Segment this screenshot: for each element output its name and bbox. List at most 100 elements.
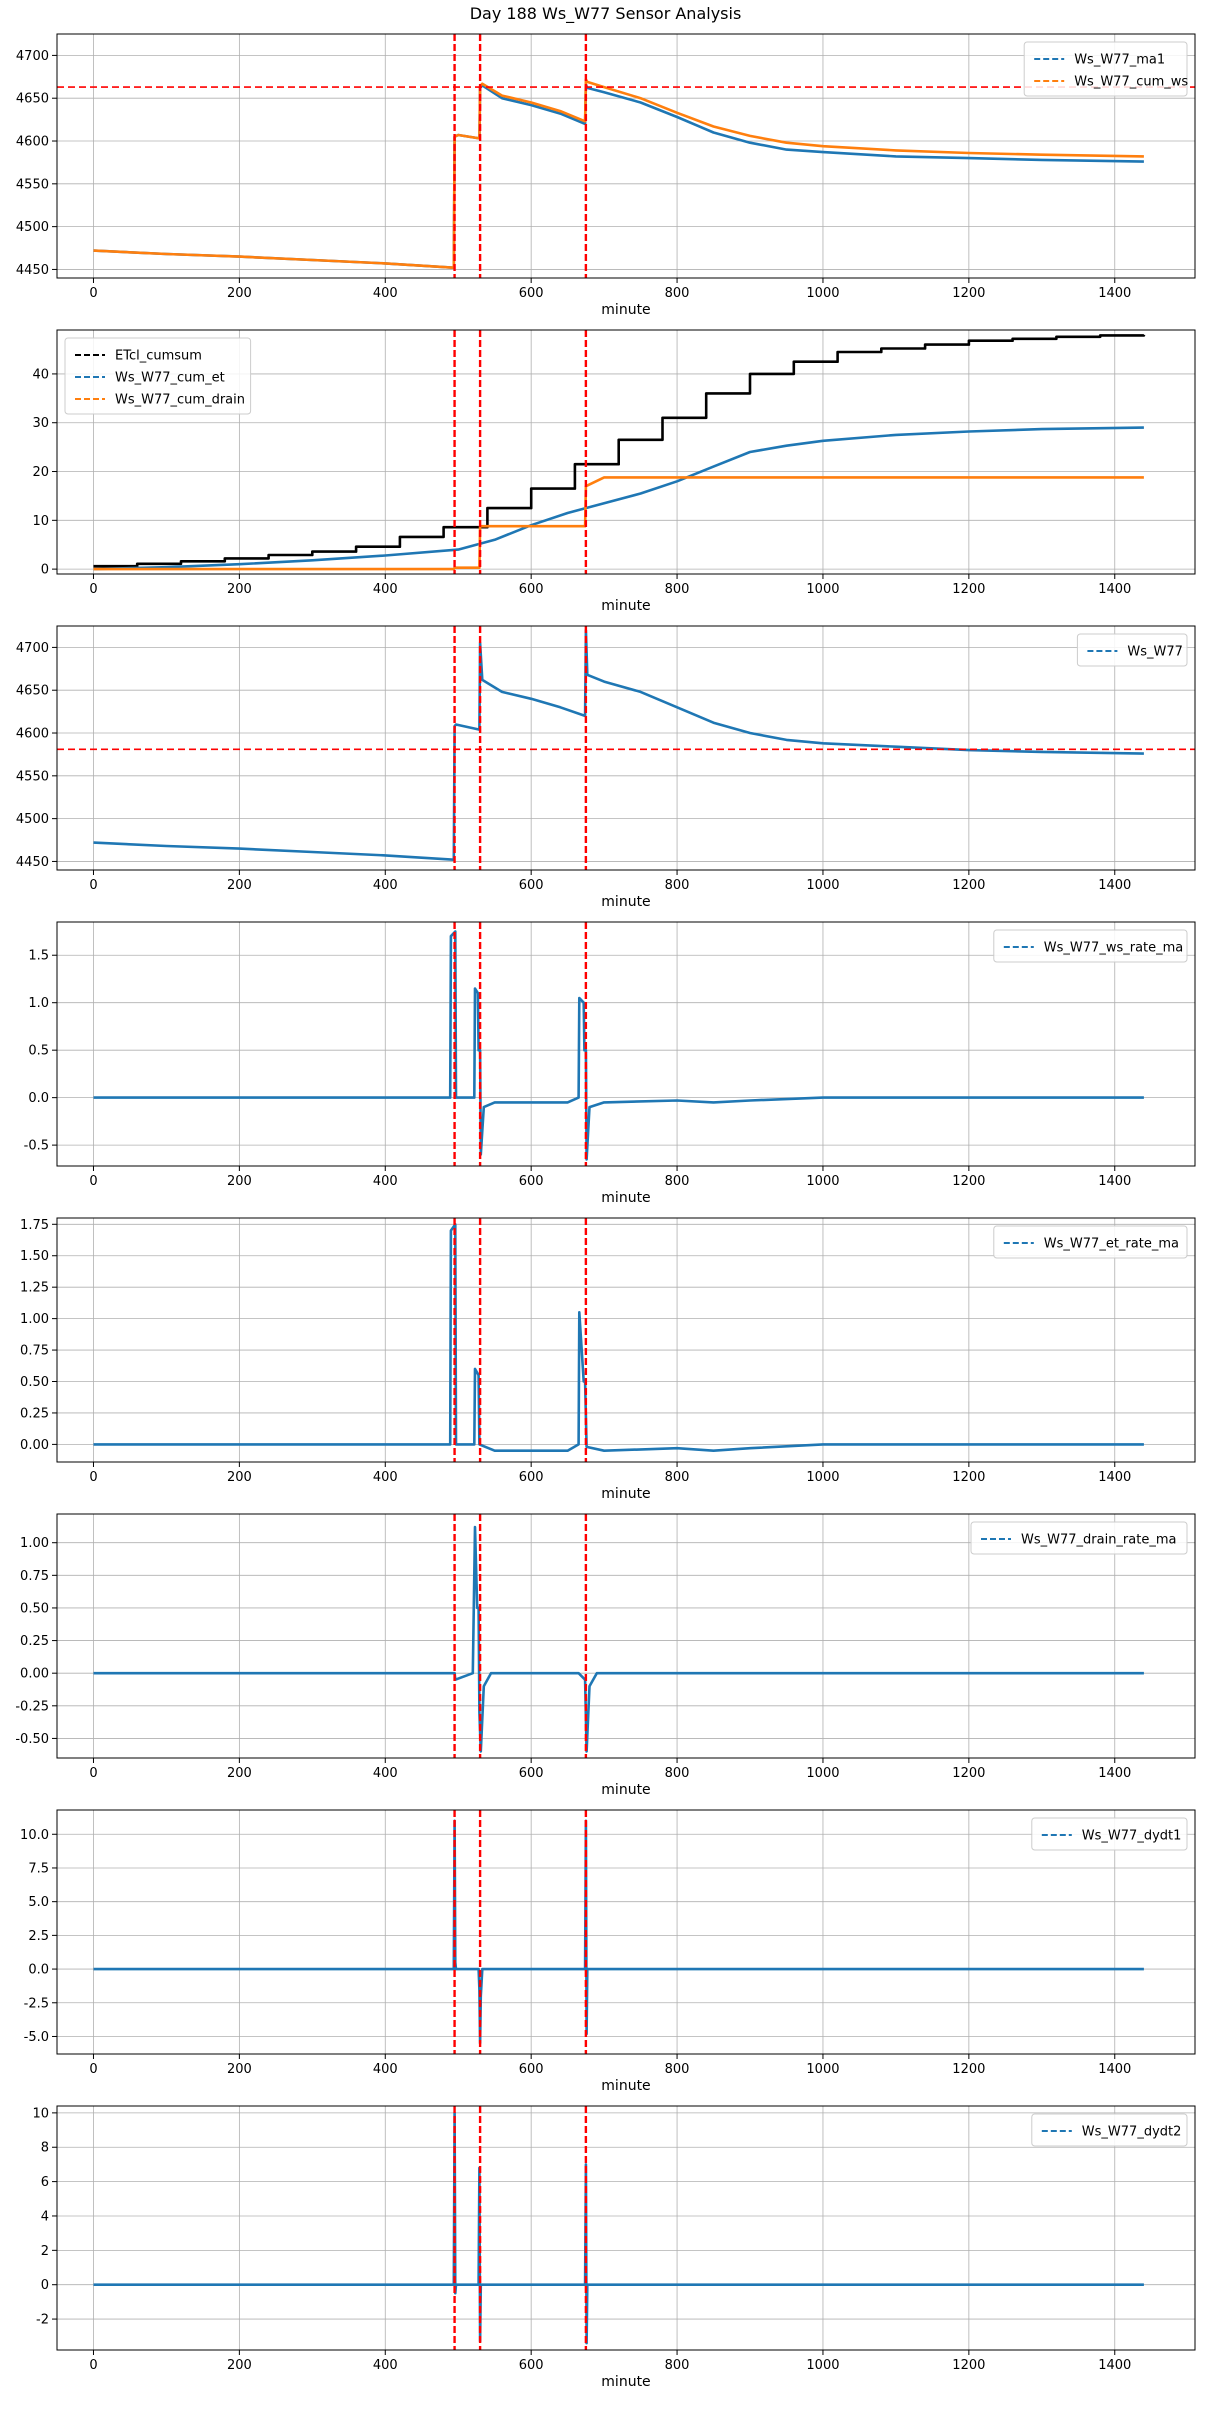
y-tick-label: 0.5 — [28, 1044, 49, 1059]
x-tick-label: 0 — [89, 1766, 97, 1781]
x-tick-label: 0 — [89, 2358, 97, 2373]
x-axis-label: minute — [601, 302, 650, 318]
legend-box — [970, 1521, 1188, 1555]
legend-box — [993, 1225, 1188, 1259]
legend-label: Ws_W77_dydt1 — [1082, 1829, 1182, 1844]
x-tick-label: 1400 — [1098, 1174, 1131, 1189]
axes-frame — [56, 1513, 1196, 1759]
axes-frame — [56, 33, 1196, 279]
y-tick-label: 0 — [41, 2278, 49, 2293]
x-tick-label: 600 — [519, 286, 544, 301]
x-tick-label: 1400 — [1098, 2062, 1131, 2077]
y-tick-label: 1.25 — [20, 1281, 49, 1296]
x-axis-label: minute — [601, 1782, 650, 1798]
y-tick-label: 2 — [41, 2244, 49, 2259]
y-tick-label: 20 — [32, 465, 49, 480]
series-line-Ws_W77_dydt1 — [93, 1819, 1144, 2045]
x-tick-label: 1000 — [806, 1470, 839, 1485]
series-line-Ws_W77_ma1 — [93, 83, 1144, 269]
x-tick-label: 0 — [89, 2062, 97, 2077]
y-tick-label: 4700 — [16, 49, 49, 64]
y-tick-label: 0 — [41, 563, 49, 578]
x-tick-label: 1200 — [952, 2358, 985, 2373]
x-tick-label: 600 — [519, 1766, 544, 1781]
x-tick-label: 200 — [227, 286, 252, 301]
legend: Ws_W77 — [1076, 633, 1188, 667]
legend: ETcl_cumsum Ws_W77_cum_et Ws_W77_cum_drain — [64, 337, 252, 415]
x-axis-label: minute — [601, 2078, 650, 2094]
x-tick-label: 800 — [665, 878, 690, 893]
series-line-Ws_W77_et_rate_ma — [93, 1223, 1144, 1452]
axes-frame — [56, 1217, 1196, 1463]
y-tick-label: 0.00 — [20, 1667, 49, 1682]
legend-label: Ws_W77_cum_ws — [1074, 75, 1188, 90]
series-line-Ws_W77_cum_drain — [93, 476, 1144, 571]
y-tick-label: 4450 — [16, 263, 49, 278]
x-tick-label: 600 — [519, 1174, 544, 1189]
x-tick-label: 200 — [227, 1470, 252, 1485]
plot-area — [57, 626, 1195, 870]
y-tick-label: -0.25 — [15, 1699, 49, 1714]
legend: Ws_W77_ws_rate_ma — [993, 929, 1188, 963]
axes-frame — [56, 625, 1196, 871]
x-tick-label: 1400 — [1098, 878, 1131, 893]
plot-area — [93, 1514, 1144, 1758]
plot-area — [93, 2106, 1144, 2350]
plot-area — [93, 1810, 1144, 2054]
x-tick-label: 1000 — [806, 2358, 839, 2373]
x-tick-label: 400 — [373, 2062, 398, 2077]
chart-panel-1: 0 200 400 600 800 1000 1200 1400 4450 4500 4550 460… — [16, 33, 1196, 318]
x-tick-label: 1200 — [952, 2062, 985, 2077]
x-tick-label: 400 — [373, 1766, 398, 1781]
legend-label: Ws_W77_ws_rate_ma — [1044, 941, 1183, 956]
x-tick-label: 800 — [665, 286, 690, 301]
y-tick-label: 4700 — [16, 641, 49, 656]
x-tick-label: 1400 — [1098, 1766, 1131, 1781]
x-tick-label: 400 — [373, 582, 398, 597]
y-tick-label: 1.0 — [28, 996, 49, 1011]
y-tick-label: 0.25 — [20, 1406, 49, 1421]
legend-label: Ws_W77_dydt2 — [1082, 2125, 1182, 2140]
x-tick-label: 1000 — [806, 1766, 839, 1781]
legend-box — [1023, 41, 1188, 97]
y-tick-label: 4 — [41, 2209, 49, 2224]
x-tick-label: 400 — [373, 1174, 398, 1189]
x-tick-label: 200 — [227, 2358, 252, 2373]
series-line-Ws_W77_cum_ws — [93, 78, 1144, 269]
legend: Ws_W77_drain_rate_ma — [970, 1521, 1188, 1555]
x-tick-label: 1000 — [806, 286, 839, 301]
chart-panel-5: 0 200 400 600 800 1000 1200 1400 0.00 0.25 0.50 0.7… — [20, 1217, 1196, 1502]
y-tick-label: 0.0 — [28, 1963, 49, 1978]
x-tick-label: 400 — [373, 878, 398, 893]
series-line-Ws_W77_cum_et — [93, 426, 1144, 571]
y-tick-label: 6 — [41, 2175, 49, 2190]
y-tick-label: 4550 — [16, 769, 49, 784]
x-tick-label: 1200 — [952, 1174, 985, 1189]
y-tick-label: 0.0 — [28, 1091, 49, 1106]
x-tick-label: 1000 — [806, 878, 839, 893]
chart-panel-4: 0 200 400 600 800 1000 1200 1400 -0.5 0.0 0.5 1.0 1.… — [24, 921, 1196, 1206]
y-tick-label: 2.5 — [28, 1929, 49, 1944]
legend-label: Ws_W77_drain_rate_ma — [1021, 1533, 1176, 1548]
y-tick-label: 1.75 — [20, 1218, 49, 1233]
series-line-Ws_W77 — [93, 629, 1144, 861]
y-tick-label: 8 — [41, 2141, 49, 2156]
legend: Ws_W77_et_rate_ma — [993, 1225, 1188, 1259]
legend-label: Ws_W77_cum_drain — [115, 393, 245, 408]
y-tick-label: 40 — [32, 367, 49, 382]
x-tick-label: 1400 — [1098, 582, 1131, 597]
plot-area — [93, 330, 1146, 574]
legend-box — [1031, 1817, 1188, 1851]
y-tick-label: 0.50 — [20, 1375, 49, 1390]
figure-title: Day 188 Ws_W77 Sensor Analysis — [469, 4, 742, 23]
y-tick-label: 0.00 — [20, 1438, 49, 1453]
y-tick-label: 4500 — [16, 812, 49, 827]
y-tick-label: 30 — [32, 416, 49, 431]
x-tick-label: 200 — [227, 582, 252, 597]
y-tick-label: 1.00 — [20, 1536, 49, 1551]
x-tick-label: 600 — [519, 582, 544, 597]
x-tick-label: 0 — [89, 878, 97, 893]
plot-area — [93, 1218, 1144, 1462]
legend-box — [64, 337, 252, 415]
